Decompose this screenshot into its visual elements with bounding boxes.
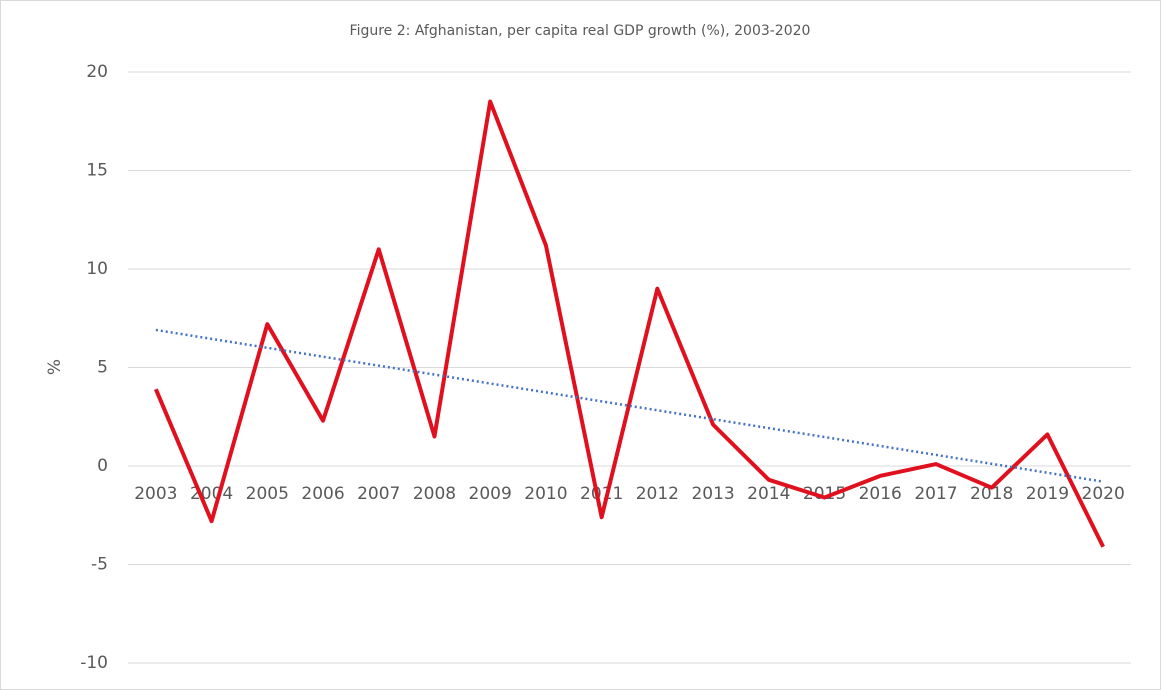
y-tick-label: 15 (86, 161, 108, 181)
x-tick-label: 2006 (301, 484, 344, 504)
x-tick-label: 2008 (413, 484, 456, 504)
x-tick-label: 2018 (970, 484, 1013, 504)
x-tick-label: 2012 (636, 484, 679, 504)
y-tick-label: 10 (86, 259, 108, 279)
x-tick-label: 2003 (134, 484, 177, 504)
y-tick-label: 5 (97, 358, 108, 378)
x-tick-label: 2009 (469, 484, 512, 504)
x-tick-label: 2016 (859, 484, 902, 504)
y-axis-label: % (45, 359, 65, 375)
data-line (154, 99, 1105, 548)
x-tick-label: 2010 (524, 484, 567, 504)
x-tick-label: 2019 (1026, 484, 1069, 504)
x-tick-label: 2013 (691, 484, 734, 504)
x-tick-label: 2020 (1082, 484, 1125, 504)
x-tick-label: 2015 (803, 484, 846, 504)
y-tick-label: -5 (91, 555, 108, 575)
x-tick-label: 2011 (580, 484, 623, 504)
y-tick-label: 0 (97, 456, 108, 476)
x-tick-label: 2017 (914, 484, 957, 504)
x-tick-label: 2005 (246, 484, 289, 504)
y-tick-label: 20 (86, 62, 108, 82)
x-tick-label: 2007 (357, 484, 400, 504)
x-tick-label: 2014 (747, 484, 790, 504)
chart-title: Figure 2: Afghanistan, per capita real G… (350, 23, 811, 39)
y-tick-label: -10 (80, 653, 108, 673)
